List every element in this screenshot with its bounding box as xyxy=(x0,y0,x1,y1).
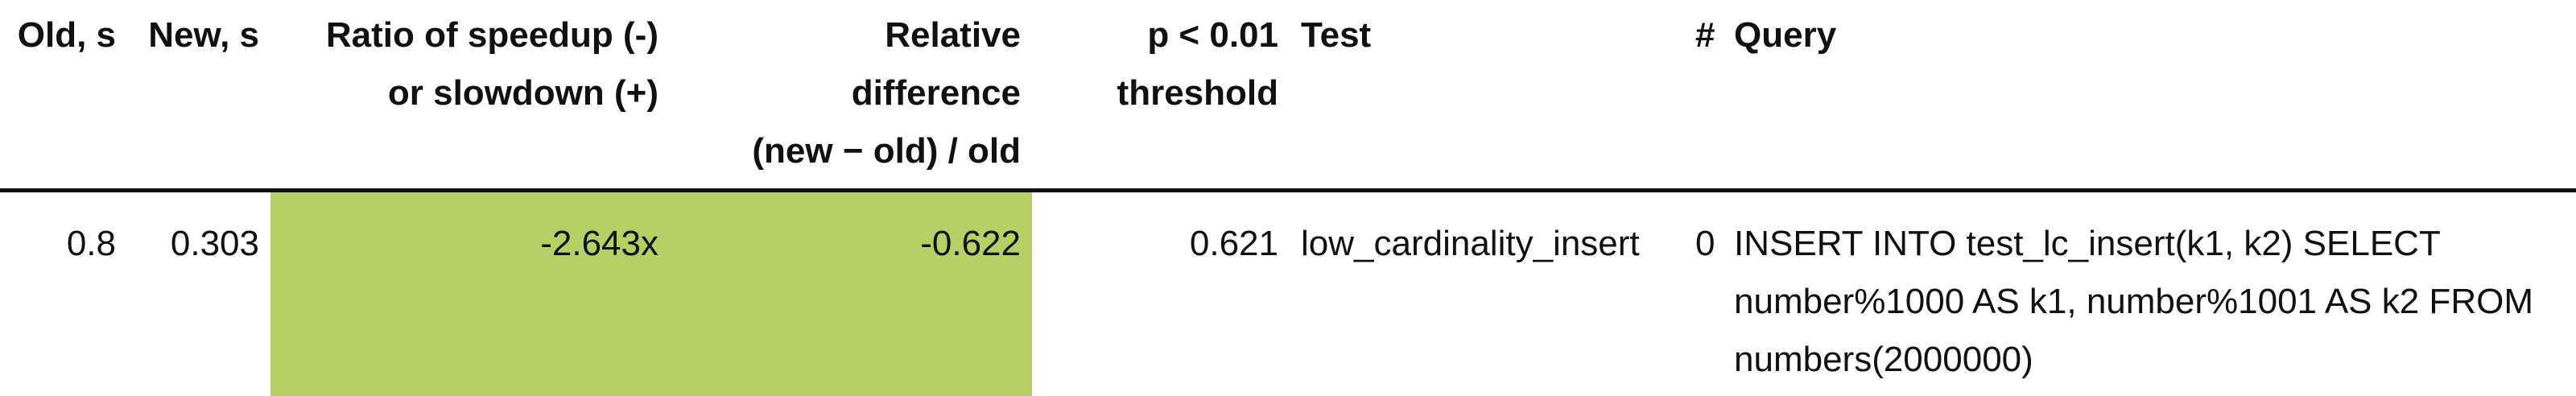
header-query: Query xyxy=(1723,0,2576,192)
header-ratio-line1: Ratio of speedup (-) xyxy=(325,15,658,55)
cell-new: 0.303 xyxy=(170,223,259,263)
header-rel-line2: difference xyxy=(851,73,1021,113)
header-relative-difference: Relative difference (new − old) / old xyxy=(670,0,1032,192)
table-body: 0.8 0.303 -2.643x -0.622 0.621 low_cardi… xyxy=(0,190,2576,396)
cell-old: 0.8 xyxy=(66,223,116,263)
cell-test: low_cardinality_insert xyxy=(1301,223,1640,263)
header-row: Old, s New, s Ratio of speedup (-) or sl… xyxy=(0,0,2576,192)
header-new: New, s xyxy=(127,0,270,192)
header-test: Test xyxy=(1290,0,1684,192)
cell-p-threshold: 0.621 xyxy=(1189,223,1278,263)
header-old: Old, s xyxy=(0,0,127,192)
header-number: # xyxy=(1684,0,1723,192)
cell-ratio: -2.643x xyxy=(270,190,670,396)
cell-relative-difference: -0.622 xyxy=(670,190,1032,396)
header-rel-line1: Relative xyxy=(885,15,1021,55)
table-header: Old, s New, s Ratio of speedup (-) or sl… xyxy=(0,0,2576,192)
cell-number: 0 xyxy=(1695,223,1715,263)
header-rel-line3: (new − old) / old xyxy=(752,131,1021,171)
header-p-threshold: p < 0.01 threshold xyxy=(1032,0,1290,192)
header-p-line2: threshold xyxy=(1117,73,1278,113)
table-row: 0.8 0.303 -2.643x -0.622 0.621 low_cardi… xyxy=(0,190,2576,396)
header-ratio-line2: or slowdown (+) xyxy=(387,73,658,113)
header-ratio: Ratio of speedup (-) or slowdown (+) xyxy=(270,0,670,192)
cell-query: INSERT INTO test_lc_insert(k1, k2) SELEC… xyxy=(1734,223,2533,379)
header-p-line1: p < 0.01 xyxy=(1147,15,1278,55)
